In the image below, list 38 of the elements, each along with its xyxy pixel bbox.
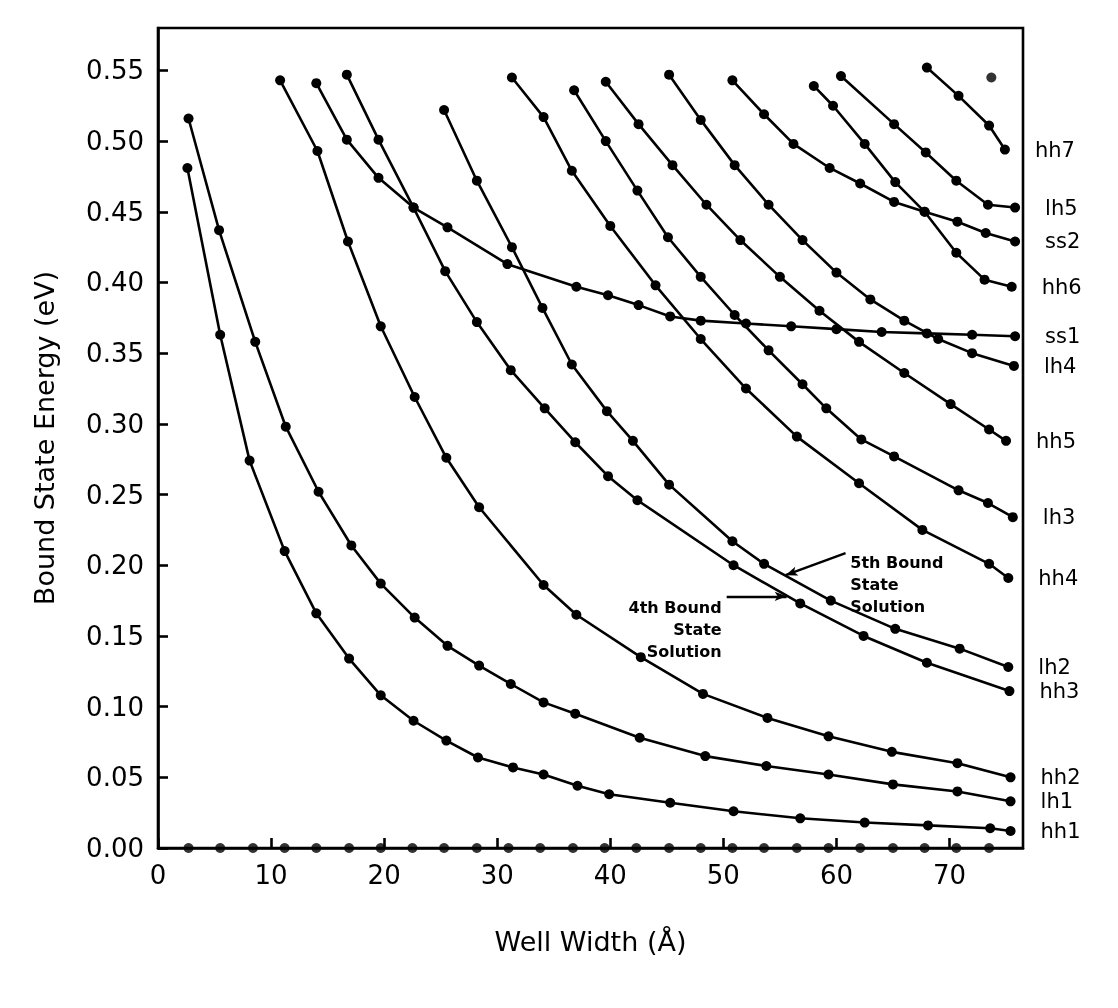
y-tick-label: 0.30 [86,408,144,439]
series-label: lh2 [1038,655,1071,680]
series-label: lh3 [1042,505,1076,530]
x-tick-label: 30 [480,860,514,890]
series-label: hh2 [1040,765,1081,790]
y-tick-label: 0.35 [86,338,144,369]
series-label: hh3 [1039,679,1080,704]
series-label: hh4 [1038,565,1079,590]
series-label: lh4 [1043,353,1077,378]
y-tick-label: 0.45 [86,196,144,227]
annotation: 4th Bound State Solution [628,597,722,661]
x-tick-label: 0 [149,860,167,890]
x-tick-label: 20 [367,860,401,890]
y-tick-label: 0.20 [86,550,144,581]
series-label: hh6 [1041,274,1082,299]
x-tick-label: 60 [819,860,853,890]
series-label: hh1 [1040,819,1081,844]
y-tick-label: 0.40 [86,267,144,298]
y-tick-label: 0.25 [86,479,144,510]
x-tick-label: 40 [593,860,627,890]
y-tick-label: 0.55 [86,55,144,86]
series-label: lh5 [1045,195,1078,220]
y-tick-label: 0.15 [86,620,144,651]
series-label: ss1 [1045,324,1081,349]
annotation: 5th Bound State Solution [850,552,944,616]
series-label: ss2 [1045,229,1081,254]
x-tick-label: 50 [706,860,740,890]
y-tick-label: 0.10 [86,691,144,722]
x-axis-title: Well Width (Å) [494,926,687,957]
x-tick-label: 70 [932,860,967,890]
series-label: hh7 [1034,137,1075,162]
y-tick-label: 0.50 [86,126,144,157]
y-axis-title: Bound State Energy (eV) [29,270,60,606]
series-label: hh5 [1036,428,1077,453]
y-tick-label: 0.00 [86,833,144,863]
y-tick-label: 0.05 [86,762,144,793]
series-label: lh1 [1040,789,1074,814]
x-tick-label: 10 [254,860,288,890]
